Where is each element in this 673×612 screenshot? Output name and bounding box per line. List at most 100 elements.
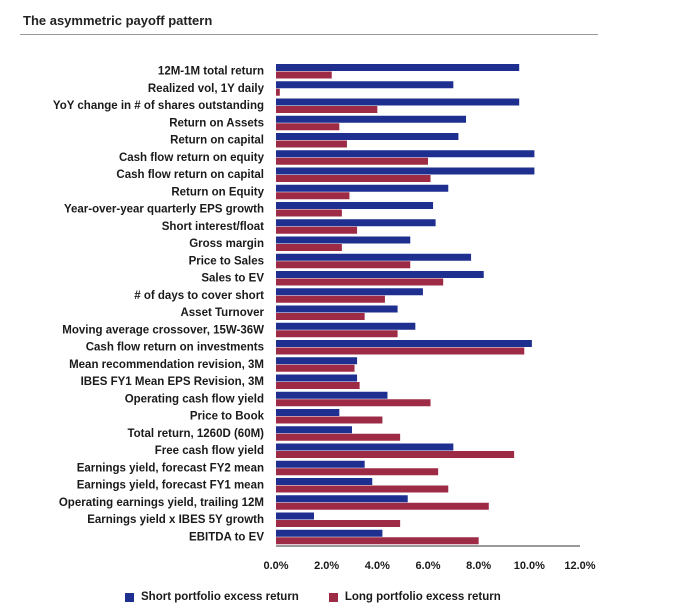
legend-swatch-short [125,592,134,602]
category-label: Cash flow return on capital [116,169,264,181]
category-label: Price to Book [190,411,265,423]
category-label: Short interest/float [162,221,264,233]
category-label: Sales to EV [201,273,264,285]
category-labels: 12M-1M total return Realized vol, 1Y dail… [53,66,265,544]
category-label: Price to Sales [189,255,264,267]
bar-short [276,288,423,296]
bar-short [276,98,520,106]
bar-long [276,295,385,303]
bar-short [276,150,535,158]
bar-short [276,271,484,278]
category-label: Earnings yield, forecast FY2 mean [77,462,264,474]
bar-chart: 12M-1M total return Realized vol, 1Y dail… [53,64,596,572]
bar-long [276,364,355,372]
bar-short [276,305,398,313]
bar-short [276,478,373,485]
category-label: Cash flow return on investments [86,342,264,354]
bar-short [276,357,358,365]
bar-short [276,115,466,123]
bar-long [276,502,489,510]
bar-long [276,485,449,493]
bar-short [276,184,449,192]
bar-short [276,512,314,520]
category-label: Operating cash flow yield [125,393,264,405]
legend-item-long: Long portfolio excess return [328,591,501,603]
bar-long [276,209,342,217]
bar-long [276,123,340,131]
x-tick-label: 6.0% [415,560,440,572]
bar-long [276,330,398,338]
category-label: Year-over-year quarterly EPS growth [64,204,264,216]
category-label: # of days to cover short [134,290,264,302]
bar-long [276,468,439,476]
bar-short [276,219,436,227]
bar-short [276,460,365,468]
bar-long [276,106,378,113]
bar-long [276,71,332,79]
bar-short [276,529,383,537]
category-label: Cash flow return on equity [119,152,265,164]
bar-short [276,202,434,209]
category-label: Mean recommendation revision, 3M [69,359,264,371]
bar-long [276,140,347,148]
x-tick-label: 8.0% [466,560,491,572]
bar-long [276,278,444,286]
title-divider [20,34,598,35]
bar-long [276,261,411,269]
bar-short [276,81,454,89]
bar-long [276,88,280,96]
bar-long [276,175,431,182]
bar-short [276,443,454,451]
bar-short [276,391,388,399]
category-label: Moving average crossover, 15W-36W [62,324,264,336]
category-label: Asset Turnover [180,307,264,319]
chart-title: The asymmetric payoff pattern [23,13,213,28]
category-label: Earnings yield, forecast FY1 mean [77,480,264,492]
category-label: Earnings yield x IBES 5Y growth [87,514,264,526]
bar-long [276,433,401,441]
bar-short [276,133,459,140]
bar-long [276,157,428,165]
bar-long [276,520,401,527]
legend-label-long: Long portfolio excess return [344,591,501,603]
category-label: EBITDA to EV [189,531,264,543]
bar-long [276,244,342,251]
category-label: 12M-1M total return [158,66,264,78]
bar-short [276,409,340,416]
bar-short [276,236,411,244]
category-label: Realized vol, 1Y daily [148,83,265,95]
bar-short [276,374,358,382]
category-label: IBES FY1 Mean EPS Revision, 3M [81,376,264,388]
category-label: Return on Assets [169,117,264,129]
legend-swatch-long [328,592,338,602]
x-tick-label: 0.0% [263,560,288,572]
category-label: Total return, 1260D (60M) [127,428,264,440]
bar-short [276,253,472,261]
legend: Short portfolio excess return Long portf… [125,589,531,605]
x-tick-label: 2.0% [314,560,339,572]
category-label: Return on Equity [171,186,264,198]
category-label: Free cash flow yield [155,445,264,457]
bar-long [276,347,525,355]
bar-long [276,382,360,389]
bar-long [276,537,479,545]
bar-short [276,340,532,347]
bars-layer [276,64,535,545]
category-label: Operating earnings yield, trailing 12M [59,497,264,509]
x-tick-labels: 0.0% 2.0% 4.0% 6.0% 8.0% 10.0% 12.0% [263,560,595,572]
bar-short [276,167,535,175]
category-label: Gross margin [189,238,264,250]
bar-long [276,313,365,320]
x-tick-label: 4.0% [365,560,390,572]
x-tick-label: 10.0% [514,560,545,572]
bar-short [276,322,416,330]
x-tick-label: 12.0% [564,560,595,572]
bar-long [276,416,383,424]
bar-long [276,192,350,200]
bar-long [276,399,431,407]
bar-long [276,226,358,234]
category-label: YoY change in # of shares outstanding [53,100,264,112]
legend-item-short: Short portfolio excess return [125,591,299,603]
bar-short [276,495,408,503]
